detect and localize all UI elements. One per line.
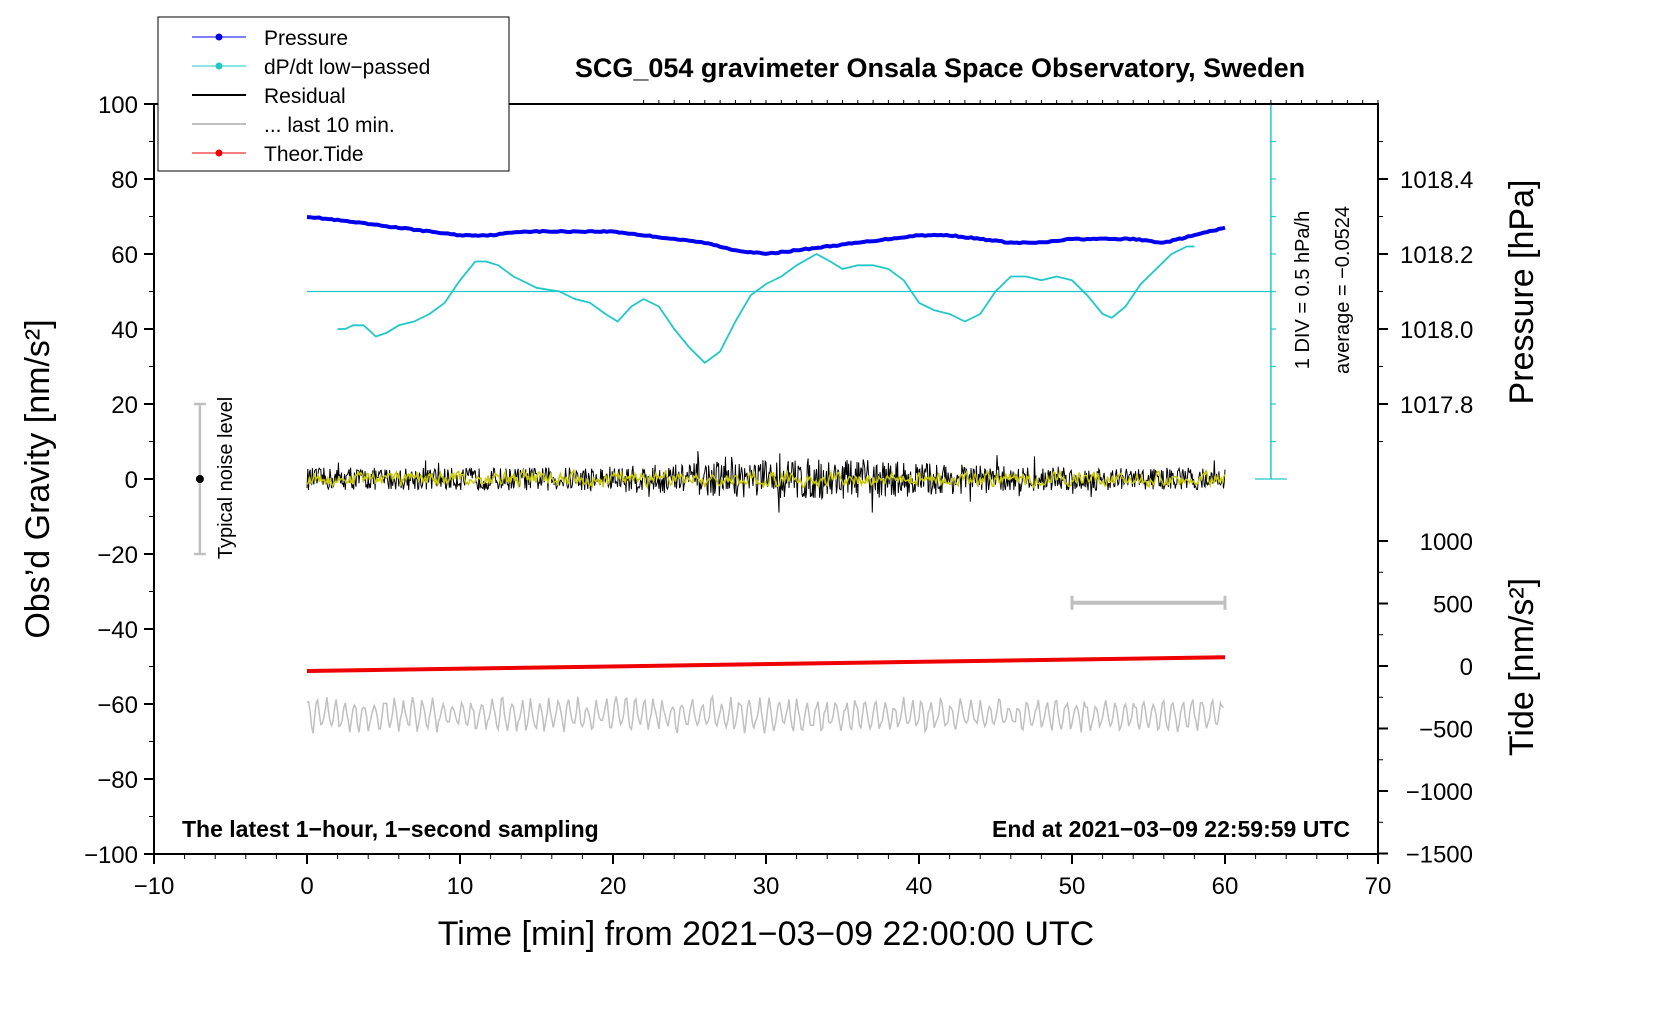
x-axis-ticks: −10 0 10 20 30 40 50 60 70: [134, 100, 1392, 900]
y-tick-label: 80: [111, 167, 138, 194]
noise-bar-center: [195, 475, 204, 483]
last-10-min-line: [306, 694, 1224, 735]
x-axis-title: Time [min] from 2021−03−09 22:00:00 UTC: [438, 915, 1094, 953]
y-tick-label: −100: [84, 842, 138, 869]
pressure-tick-label: 1017.8: [1400, 392, 1473, 419]
gravimeter-chart: −10 0 10 20 30 40 50 60 70 −100−80−60−40−2002040…: [19, 16, 1541, 953]
dpdt-line: [337, 245, 1195, 364]
legend-label-pressure: Pressure: [264, 27, 348, 50]
tide-axis-title: Tide [nm/s²]: [1503, 578, 1541, 756]
y-tick-label: −20: [97, 542, 138, 569]
x-tick-label: 30: [753, 873, 780, 900]
chart-title: SCG_054 gravimeter Onsala Space Observat…: [575, 53, 1305, 83]
legend: Pressure dP/dt low−passed Residual ... l…: [157, 16, 510, 172]
tide-tick-label: 500: [1433, 592, 1473, 619]
y-tick-label: −60: [97, 692, 138, 719]
residual-series: [306, 451, 1226, 513]
residual-line: [306, 451, 1226, 513]
y-tick-label: 60: [111, 242, 138, 269]
dpdt-series: [337, 245, 1195, 364]
residual-smoothed-line: [306, 468, 1226, 490]
x-tick-label: 0: [300, 873, 313, 900]
tide-line: [306, 655, 1226, 673]
tide-tick-label: −1000: [1406, 779, 1473, 806]
x-tick-label: 60: [1212, 873, 1239, 900]
pressure-series: [306, 215, 1226, 256]
y-tick-label: 100: [98, 92, 138, 119]
noise-level-label: Typical noise level: [215, 397, 237, 559]
pressure-tick-label: 1018.4: [1400, 167, 1473, 194]
pressure-line: [306, 215, 1226, 256]
x-tick-label: 10: [447, 873, 474, 900]
last-10-min-series: [306, 694, 1224, 735]
pressure-tick-label: 1018.0: [1400, 317, 1473, 344]
y-tick-label: 0: [125, 467, 138, 494]
pressure-tick-label: 1018.2: [1400, 242, 1473, 269]
tide-tick-label: 0: [1460, 654, 1473, 681]
x-tick-label: 70: [1365, 873, 1392, 900]
legend-label-dpdt: dP/dt low−passed: [264, 56, 430, 79]
x-tick-label: 40: [906, 873, 933, 900]
y-tick-label: −40: [97, 617, 138, 644]
tide-tick-label: −1500: [1406, 842, 1473, 869]
div-scale-label: 1 DIV = 0.5 hPa/h: [1292, 211, 1314, 369]
y-axis-title: Obs’d Gravity [nm/s²]: [19, 319, 57, 638]
tide-tick-label: 1000: [1420, 529, 1473, 556]
pressure-axis-ticks: 1017.8 1018.0 1018.2 1018.4: [1378, 141, 1473, 442]
bottom-left-caption: The latest 1−hour, 1−second sampling: [182, 816, 599, 842]
y-tick-label: 40: [111, 317, 138, 344]
residual-smoothed-series: [306, 468, 1226, 490]
legend-label-tide: Theor.Tide: [264, 143, 364, 166]
legend-marker-dpdt: [215, 62, 223, 70]
legend-label-residual: Residual: [264, 85, 346, 108]
y-tick-label: 20: [111, 392, 138, 419]
x-tick-label: 20: [600, 873, 627, 900]
legend-label-last10: ... last 10 min.: [264, 114, 395, 137]
x-tick-label: −10: [134, 873, 175, 900]
average-label: average = −0.0524: [1332, 206, 1354, 374]
y-axis-ticks: −100 −80 −60 −40 −20 0 20 40 60 80 100: [84, 92, 154, 869]
x-tick-label: 50: [1059, 873, 1086, 900]
legend-marker-tide: [215, 149, 223, 157]
legend-marker-pressure: [215, 33, 223, 41]
y-tick-label: −80: [97, 767, 138, 794]
bottom-right-caption: End at 2021−03−09 22:59:59 UTC: [992, 816, 1350, 842]
tide-axis-ticks: 1000 500 0 −500 −1000 −1500: [1378, 529, 1473, 869]
annotations: [193, 103, 1287, 610]
pressure-axis-title: Pressure [hPa]: [1503, 180, 1541, 405]
tide-tick-label: −500: [1419, 717, 1473, 744]
tide-series: [306, 655, 1226, 673]
